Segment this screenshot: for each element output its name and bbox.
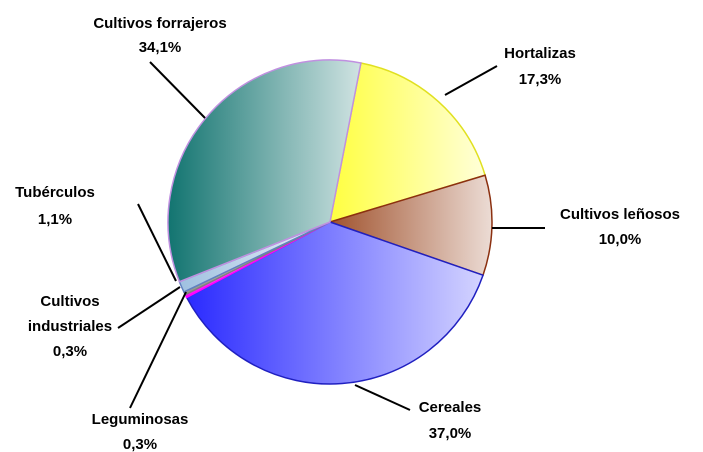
value-label: 1,1% bbox=[38, 211, 72, 228]
pie-slice bbox=[329, 62, 487, 224]
category-label: Cultivos forrajeros bbox=[93, 15, 226, 32]
value-label: 0,3% bbox=[53, 343, 87, 360]
leader-line bbox=[444, 65, 498, 96]
value-label: 0,3% bbox=[123, 436, 157, 452]
category-label: Tubérculos bbox=[15, 184, 95, 201]
value-label: 17,3% bbox=[519, 71, 562, 88]
value-label: 10,0% bbox=[599, 231, 642, 248]
category-label: Cultivos leñosos bbox=[560, 206, 680, 223]
value-label: 37,0% bbox=[429, 425, 472, 442]
pie-slice bbox=[327, 174, 493, 277]
leader-line bbox=[354, 384, 411, 411]
category-label: Leguminosas bbox=[92, 411, 189, 428]
leader-line bbox=[117, 286, 181, 329]
leader-line bbox=[149, 61, 206, 119]
value-label: 34,1% bbox=[139, 39, 182, 56]
category-label: Hortalizas bbox=[504, 45, 576, 62]
pie-slice bbox=[167, 59, 362, 283]
pie-slice bbox=[185, 221, 484, 385]
category-label: Cereales bbox=[419, 399, 482, 416]
category-label: Cultivos industriales bbox=[28, 293, 112, 335]
leader-line bbox=[129, 291, 187, 409]
leader-line bbox=[137, 203, 177, 282]
